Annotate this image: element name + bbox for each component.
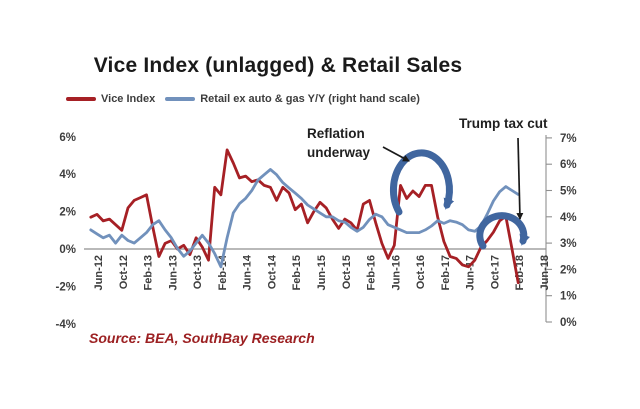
series-layer	[89, 148, 520, 285]
retail-legend-label: Retail ex auto & gas Y/Y (right hand sca…	[200, 93, 420, 105]
left-axis-tick-label: -4%	[56, 319, 76, 331]
vice-index-legend-label: Vice Index	[101, 93, 156, 105]
right-axis-tick-label: 3%	[560, 238, 577, 250]
x-axis-tick-label: Oct-12	[118, 255, 130, 289]
reflation-arc-arrow	[389, 149, 455, 216]
x-axis-tick-label: Jun-18	[539, 255, 551, 290]
x-axis-tick-label: Jun-16	[390, 255, 402, 290]
left-axis-tick-label: 4%	[59, 169, 76, 181]
right-axis-tick-label: 2%	[560, 264, 577, 276]
annotation-reflation-underway: Reflation underway	[307, 126, 371, 160]
x-axis-tick-label: Jun-13	[167, 255, 179, 290]
x-axis-tick-label: Oct-17	[489, 255, 501, 289]
left-axis-tick-label: 0%	[59, 244, 76, 256]
x-axis-tick-label: Jun-17	[465, 255, 477, 290]
legend-item-retail: Retail ex auto & gas Y/Y (right hand sca…	[165, 93, 420, 105]
right-axis-tick-label: 5%	[560, 186, 577, 198]
right-axis-tick-label: 6%	[560, 159, 577, 171]
x-axis-tick-label: Jun-14	[242, 254, 254, 290]
annotation-trump-tax-cut: Trump tax cut	[459, 116, 548, 131]
retail-line	[89, 168, 520, 269]
axes-layer: 7% 6% 5% 4% 3% 2% 1% 0% 6% 4% 2% 0% -2% -4% Jun-12 Oct-…	[56, 132, 577, 331]
x-axis-tick-label: Oct-13	[192, 255, 204, 289]
left-axis-tick-label: 2%	[59, 207, 76, 219]
trump-arc-arrow	[476, 212, 531, 250]
chart-title: Vice Index (unlagged) & Retail Sales	[93, 54, 463, 77]
x-axis-tick-label: Feb-17	[440, 255, 452, 290]
x-axis-tick-label: Oct-14	[266, 254, 278, 289]
legend: Vice Index Retail ex auto & gas Y/Y (rig…	[66, 93, 420, 105]
source-note: Source: BEA, SouthBay Research	[89, 330, 315, 346]
reflation-pointer-arrow	[382, 146, 410, 162]
right-axis-tick-label: 4%	[560, 212, 577, 224]
x-axis-tick-label: Oct-15	[341, 255, 353, 289]
left-axis-tick-label: -2%	[56, 281, 76, 293]
x-axis-tick-label: Jun-15	[316, 255, 328, 290]
right-axis-tick-label: 7%	[560, 133, 577, 145]
vice-index-line	[89, 148, 520, 285]
x-axis-tick-label: Feb-16	[366, 255, 378, 290]
legend-item-vice-index: Vice Index	[66, 93, 155, 105]
x-axis-tick-label: Oct-16	[415, 255, 427, 289]
right-axis-tick-label: 0%	[560, 317, 577, 329]
x-axis-tick-label: Feb-13	[143, 255, 155, 290]
annotation-layer	[382, 137, 531, 250]
trump-pointer-arrow	[516, 137, 524, 220]
x-axis-tick-label: Feb-15	[291, 255, 303, 290]
left-axis-tick-label: 6%	[59, 132, 76, 144]
retail-swatch	[165, 97, 196, 101]
x-axis-tick-label: Jun-12	[93, 255, 105, 290]
right-axis-tick-label: 1%	[560, 291, 577, 303]
vice-index-swatch	[66, 97, 96, 101]
